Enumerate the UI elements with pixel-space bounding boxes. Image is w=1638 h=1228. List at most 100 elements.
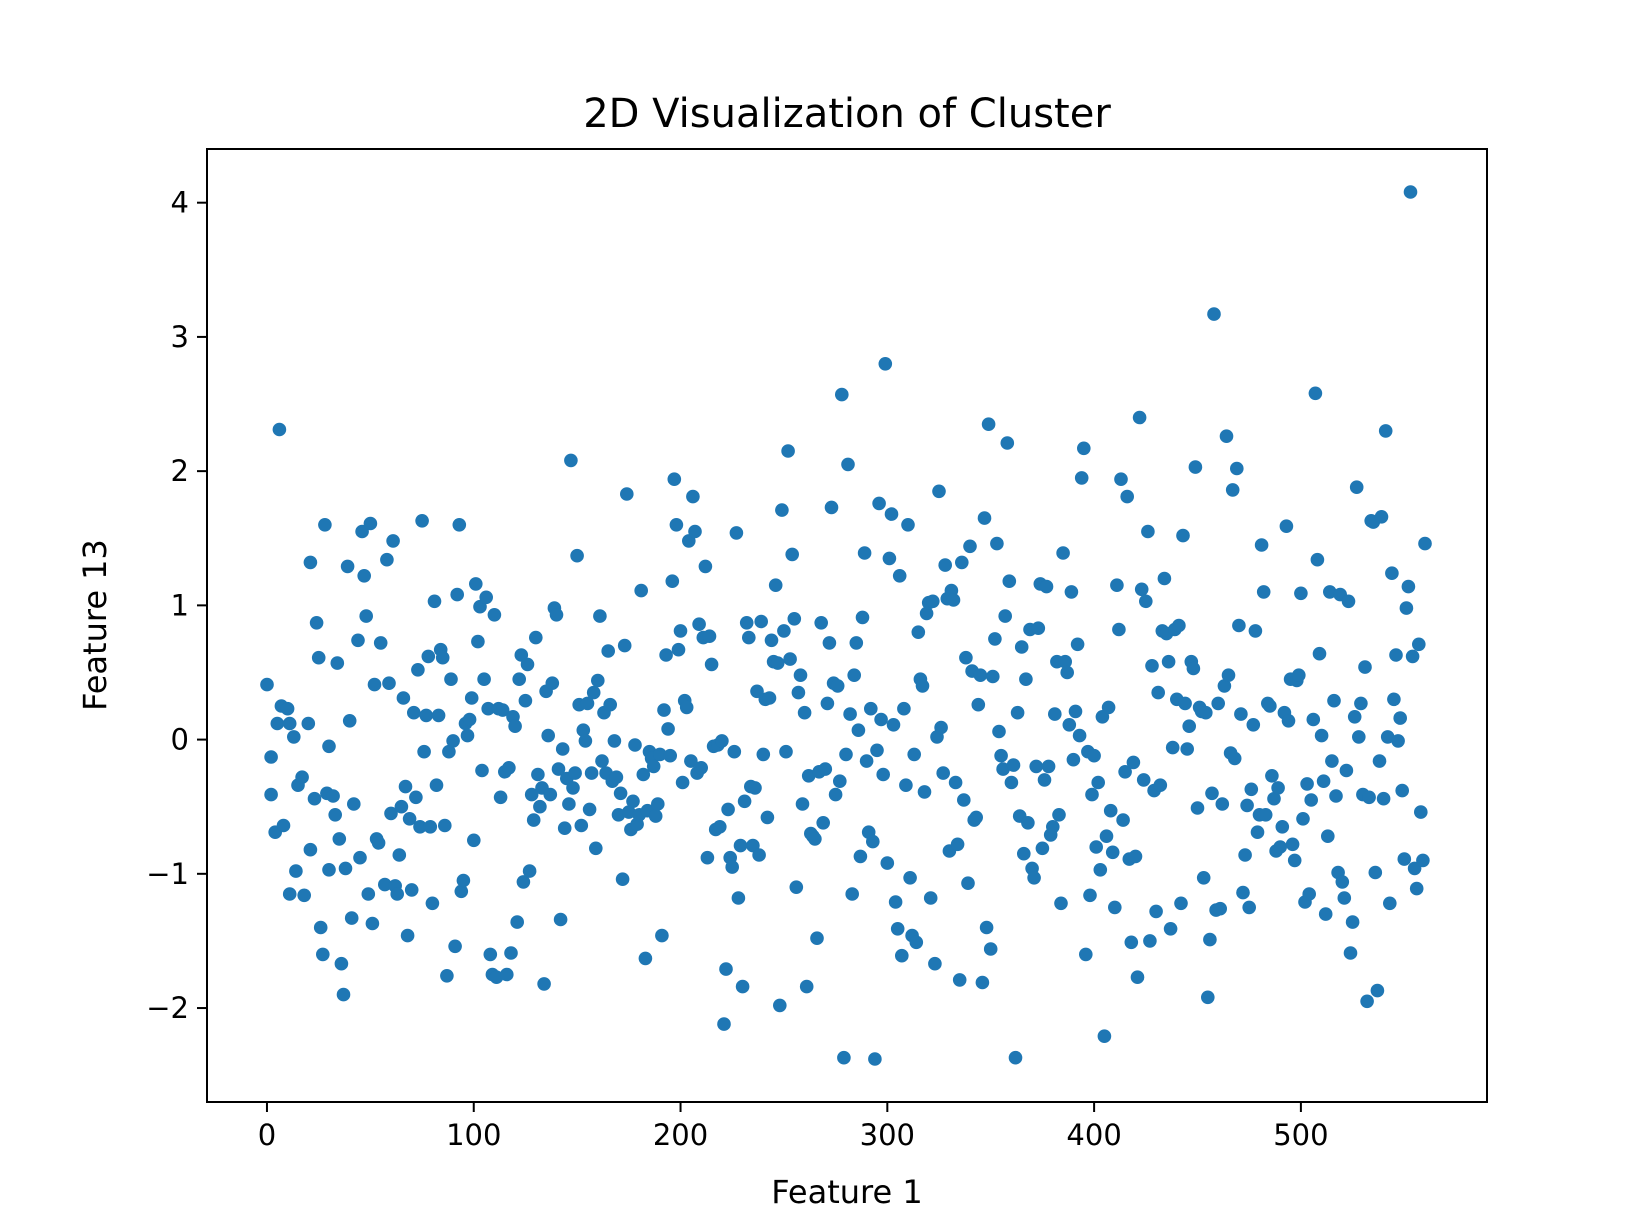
data-point — [483, 947, 498, 962]
data-point — [1352, 730, 1366, 744]
data-point — [415, 514, 429, 528]
data-point — [855, 610, 870, 625]
data-point — [1196, 871, 1211, 885]
data-point — [301, 716, 316, 731]
data-point — [442, 744, 456, 759]
data-point — [344, 911, 359, 925]
data-point — [1064, 585, 1079, 599]
data-point — [1114, 472, 1128, 487]
data-point — [1372, 754, 1387, 768]
data-point — [653, 747, 667, 762]
data-point — [504, 946, 518, 960]
data-point — [622, 805, 636, 819]
data-point — [469, 577, 483, 591]
data-point — [380, 552, 394, 567]
data-point — [555, 742, 570, 756]
data-point — [357, 569, 372, 583]
data-point — [287, 730, 301, 744]
data-point — [986, 669, 1000, 684]
data-point — [979, 920, 994, 935]
data-point — [512, 672, 526, 686]
data-point — [715, 734, 729, 748]
data-point — [541, 728, 555, 743]
data-point — [578, 734, 593, 748]
data-point — [1048, 707, 1062, 721]
data-point — [1165, 740, 1180, 755]
data-point — [1083, 888, 1097, 903]
data-point — [830, 679, 845, 693]
x-tick-label: 500 — [1273, 1118, 1328, 1152]
data-point — [1058, 654, 1072, 669]
data-point — [952, 973, 967, 987]
data-point — [1329, 789, 1343, 803]
data-point — [425, 896, 440, 911]
data-point — [613, 786, 628, 801]
data-point — [450, 587, 465, 602]
data-point — [1000, 436, 1015, 450]
data-point — [593, 609, 607, 623]
data-point — [1006, 758, 1021, 772]
data-point — [768, 578, 783, 592]
data-point — [1225, 483, 1240, 497]
data-point — [742, 630, 756, 645]
data-point — [727, 744, 742, 759]
data-point — [667, 472, 682, 487]
data-point — [326, 789, 340, 803]
data-point — [837, 1050, 851, 1065]
data-point — [876, 767, 890, 782]
data-point — [651, 797, 665, 811]
data-point — [303, 555, 318, 570]
data-point — [1054, 896, 1068, 911]
data-point — [1019, 672, 1033, 686]
y-tick-label: 0 — [171, 723, 189, 757]
data-point — [1172, 618, 1186, 633]
data-point — [845, 887, 859, 901]
data-point — [901, 518, 915, 532]
data-point — [822, 636, 837, 650]
data-point — [1070, 637, 1085, 652]
data-point — [1362, 790, 1376, 805]
data-point — [270, 716, 285, 731]
data-point — [510, 915, 524, 929]
data-point — [516, 875, 531, 889]
data-point — [580, 696, 595, 711]
data-point — [700, 850, 715, 865]
data-point — [1393, 711, 1407, 725]
data-point — [1378, 424, 1393, 438]
data-point — [824, 500, 839, 515]
data-point — [626, 794, 640, 809]
data-point — [1046, 820, 1060, 834]
data-point — [347, 797, 361, 811]
data-point — [462, 712, 477, 727]
y-axis-label: Feature 13 — [76, 539, 114, 711]
data-point — [688, 524, 702, 539]
data-point — [1343, 946, 1358, 960]
data-point — [1397, 852, 1412, 866]
data-point — [739, 616, 754, 630]
data-point — [969, 810, 983, 825]
data-point — [932, 484, 946, 499]
data-point — [835, 387, 849, 402]
data-point — [1368, 865, 1383, 880]
data-point — [609, 770, 624, 784]
data-point — [313, 920, 328, 935]
data-point — [303, 842, 318, 857]
data-point — [663, 748, 677, 763]
data-point — [373, 636, 388, 650]
data-point — [1103, 803, 1118, 818]
data-point — [334, 956, 349, 971]
data-point — [1186, 661, 1201, 676]
data-point — [1244, 782, 1259, 797]
chart-title: 2D Visualization of Cluster — [583, 91, 1111, 137]
data-point — [576, 723, 591, 737]
data-point — [777, 624, 791, 638]
data-point — [785, 547, 799, 562]
data-point — [1110, 578, 1124, 592]
data-point — [520, 657, 535, 672]
data-point — [1118, 765, 1132, 779]
data-point — [489, 970, 504, 984]
data-point — [280, 701, 295, 716]
data-point — [297, 888, 312, 903]
data-point — [531, 767, 545, 782]
